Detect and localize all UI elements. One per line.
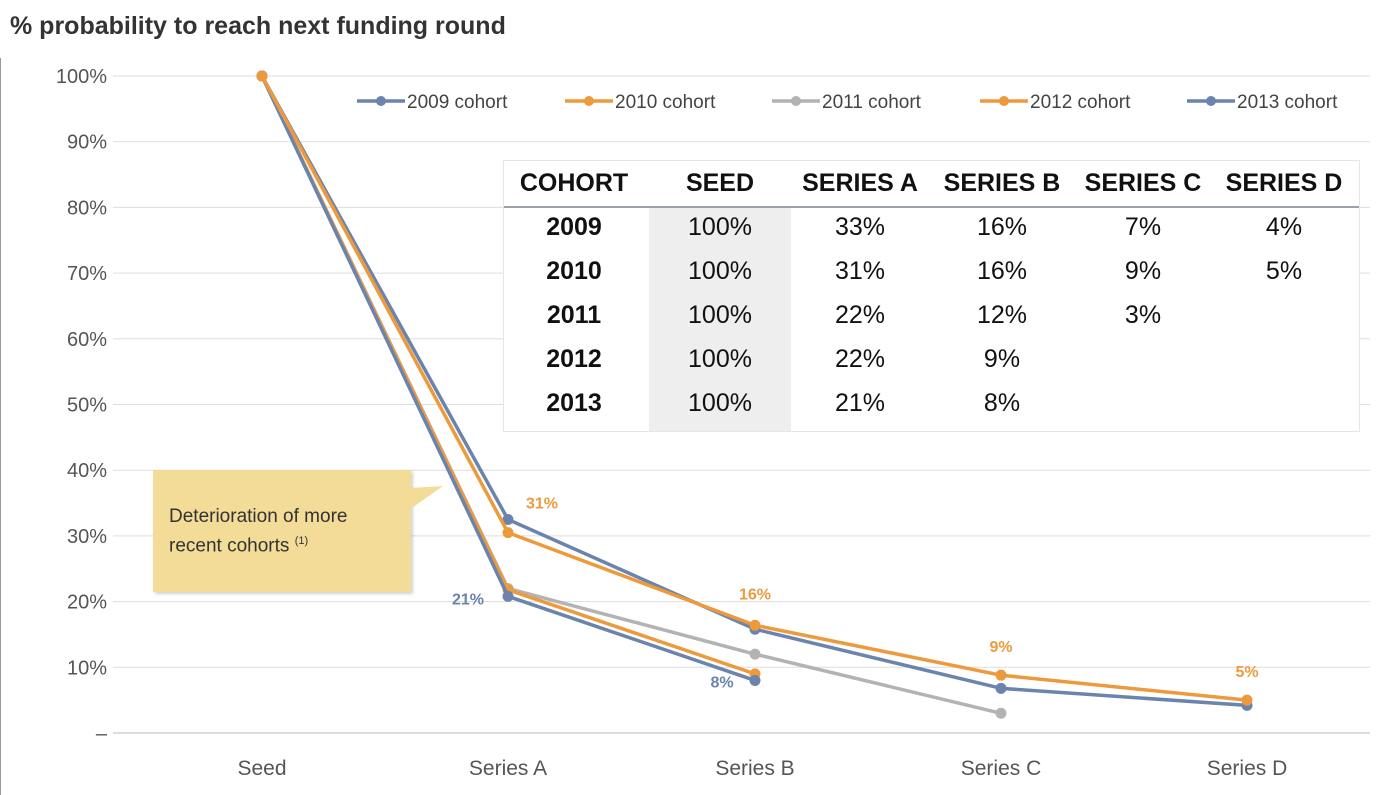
table-header-cell: SERIES A — [802, 169, 918, 197]
callout-text: Deterioration of more recent cohorts (1) — [169, 504, 399, 558]
chart-title: % probability to reach next funding roun… — [10, 12, 506, 40]
table-header-rule — [504, 206, 1359, 208]
y-tick-label: 40% — [67, 460, 107, 482]
legend-label: 2012 cohort — [1030, 92, 1131, 113]
x-tick-label: Series A — [469, 757, 547, 780]
data-point — [995, 669, 1007, 681]
data-label: 8% — [710, 674, 733, 691]
table-cell: 31% — [834, 257, 886, 285]
legend: 2009 cohort 2010 cohort 2011 cohort 2012 co… — [357, 92, 1338, 113]
data-point — [749, 648, 761, 660]
y-tick-label: – — [96, 723, 108, 745]
table-header-cell: SERIES B — [943, 169, 1061, 197]
table-row-label: 2011 — [546, 301, 602, 329]
data-point — [502, 527, 514, 539]
x-tick-label: Seed — [237, 757, 286, 780]
legend-label: 2011 cohort — [822, 92, 922, 113]
x-axis: Seed Series A Series B Series C Series D — [237, 757, 1287, 780]
table-cell: 33% — [834, 213, 886, 241]
legend-swatch-marker — [584, 96, 594, 106]
x-tick-label: Series D — [1207, 757, 1288, 780]
legend-item: 2010 cohort — [565, 92, 716, 113]
callout-footnote: (1) — [294, 535, 309, 547]
legend-swatch-marker — [376, 96, 386, 106]
table-cell: 12% — [976, 301, 1028, 329]
table-cell: 9% — [1124, 257, 1162, 285]
seed-column-shade — [649, 208, 791, 431]
table-header-cell: SERIES D — [1225, 169, 1343, 197]
data-label: 5% — [1235, 664, 1258, 681]
data-point — [1241, 694, 1253, 706]
table-row-label: 2013 — [546, 389, 602, 417]
legend-item: 2009 cohort — [357, 92, 508, 113]
series-2010-cohort — [256, 70, 1253, 706]
data-label: 31% — [526, 496, 558, 513]
data-point — [995, 707, 1007, 719]
y-tick-label: 90% — [67, 132, 107, 154]
legend-label: 2013 cohort — [1237, 92, 1338, 113]
table-cell: 7% — [1124, 213, 1162, 241]
table-cell: 5% — [1265, 257, 1303, 285]
y-tick-label: 100% — [56, 66, 107, 88]
table-cell: 4% — [1265, 213, 1303, 241]
table-cell: 16% — [976, 257, 1028, 285]
data-point — [502, 513, 514, 525]
table-cell: 22% — [834, 301, 886, 329]
legend-swatch-marker — [1206, 96, 1216, 106]
data-point — [502, 590, 514, 602]
legend-item: 2011 cohort — [772, 92, 922, 113]
data-point — [749, 674, 761, 686]
table-header-cell: COHORT — [519, 169, 629, 197]
table-cell: 16% — [976, 213, 1028, 241]
table-row-label: 2009 — [546, 213, 602, 241]
y-axis: – 10% 20% 30% 40% 50% 60% 70% 80% 90% 100% — [56, 66, 108, 745]
table-cell: 3% — [1124, 301, 1162, 329]
legend-item: 2013 cohort — [1187, 92, 1338, 113]
table-cell: 8% — [983, 389, 1021, 417]
table-cell: 21% — [834, 389, 886, 417]
y-tick-label: 10% — [67, 657, 107, 679]
x-tick-label: Series B — [715, 757, 794, 780]
callout-pointer — [409, 486, 443, 510]
table-cell: 100% — [688, 257, 752, 285]
table-row-label: 2010 — [546, 257, 602, 285]
table-cell: 100% — [688, 345, 752, 373]
table-cell: 100% — [688, 389, 752, 417]
data-label: 9% — [989, 639, 1012, 656]
y-tick-label: 20% — [67, 592, 107, 614]
x-tick-label: Series C — [961, 757, 1042, 780]
table-cell: 100% — [688, 301, 752, 329]
table-cell: 22% — [834, 345, 886, 373]
legend-swatch-marker — [999, 96, 1009, 106]
data-point — [749, 619, 761, 631]
legend-label: 2009 cohort — [407, 92, 508, 113]
table-row-label: 2012 — [546, 345, 602, 373]
data-point — [995, 682, 1007, 694]
table-header-cell: SERIES C — [1084, 169, 1202, 197]
data-labels: 31% 21% 16% 8% 9% 5% — [452, 496, 1259, 692]
table-header-cell: SEED — [685, 169, 755, 197]
table-cell: 9% — [983, 345, 1021, 373]
callout-box: Deterioration of more recent cohorts (1) — [153, 470, 411, 592]
legend-swatch-marker — [791, 96, 801, 106]
y-tick-label: 80% — [67, 197, 107, 219]
data-label: 21% — [452, 591, 484, 608]
series-lines — [256, 70, 1253, 719]
y-tick-label: 60% — [67, 329, 107, 351]
legend-label: 2010 cohort — [615, 92, 716, 113]
frame-border — [0, 58, 1, 795]
data-point — [256, 70, 268, 82]
cohort-table: COHORT SEED SERIES A SERIES B SERIES C SERIES… — [503, 160, 1360, 432]
callout-message: Deterioration of more recent cohorts — [169, 506, 348, 557]
y-tick-label: 70% — [67, 263, 107, 285]
y-tick-label: 50% — [67, 395, 107, 417]
legend-item: 2012 cohort — [980, 92, 1131, 113]
table-cell: 100% — [688, 213, 752, 241]
y-tick-label: 30% — [67, 526, 107, 548]
data-label: 16% — [739, 586, 771, 603]
